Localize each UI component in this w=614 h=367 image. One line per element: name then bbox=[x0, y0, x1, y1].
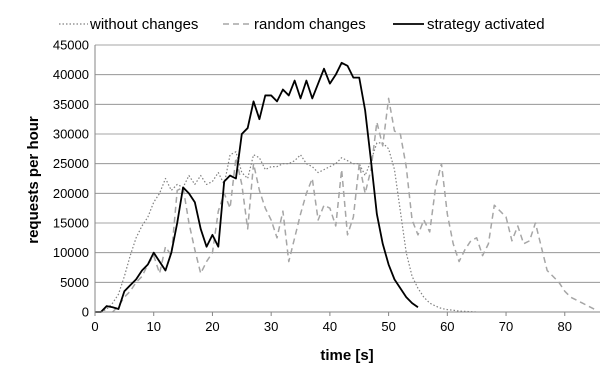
legend-label-without-changes: without changes bbox=[89, 16, 198, 33]
x-tick-label: 50 bbox=[381, 319, 395, 334]
series-line-random-changes bbox=[112, 97, 595, 313]
x-tick-labels: 0 10 20 30 40 50 60 70 80 bbox=[91, 319, 572, 334]
y-tick-label: 0 bbox=[82, 305, 89, 320]
y-tick-label: 25000 bbox=[53, 156, 89, 171]
y-tick-labels: 0 5000 10000 15000 20000 25000 30000 35000 40000… bbox=[53, 38, 89, 320]
legend: without changes random changes strategy … bbox=[59, 16, 545, 33]
x-tick-label: 60 bbox=[440, 319, 454, 334]
legend-label-random-changes: random changes bbox=[254, 16, 366, 33]
x-tick-label: 40 bbox=[323, 319, 337, 334]
y-axis-title: requests per hour bbox=[25, 116, 42, 244]
gridlines bbox=[95, 44, 600, 283]
y-tick-label: 10000 bbox=[53, 245, 89, 260]
x-tick-label: 10 bbox=[146, 319, 160, 334]
axes bbox=[94, 45, 600, 316]
y-tick-label: 40000 bbox=[53, 67, 89, 82]
y-tick-label: 20000 bbox=[53, 186, 89, 201]
x-tick-label: 20 bbox=[205, 319, 219, 334]
series-line-strategy-activated bbox=[95, 61, 419, 313]
legend-label-strategy-activated: strategy activated bbox=[427, 16, 545, 33]
x-axis-title: time [s] bbox=[320, 347, 373, 364]
y-tick-label: 35000 bbox=[53, 97, 89, 112]
x-tick-label: 70 bbox=[499, 319, 513, 334]
y-tick-label: 5000 bbox=[60, 275, 89, 290]
x-tick-label: 30 bbox=[264, 319, 278, 334]
series-layer bbox=[95, 61, 595, 313]
y-tick-label: 45000 bbox=[53, 38, 89, 53]
y-tick-label: 30000 bbox=[53, 127, 89, 142]
y-tick-label: 15000 bbox=[53, 216, 89, 231]
x-tick-label: 0 bbox=[91, 319, 98, 334]
x-tick-label: 80 bbox=[558, 319, 572, 334]
